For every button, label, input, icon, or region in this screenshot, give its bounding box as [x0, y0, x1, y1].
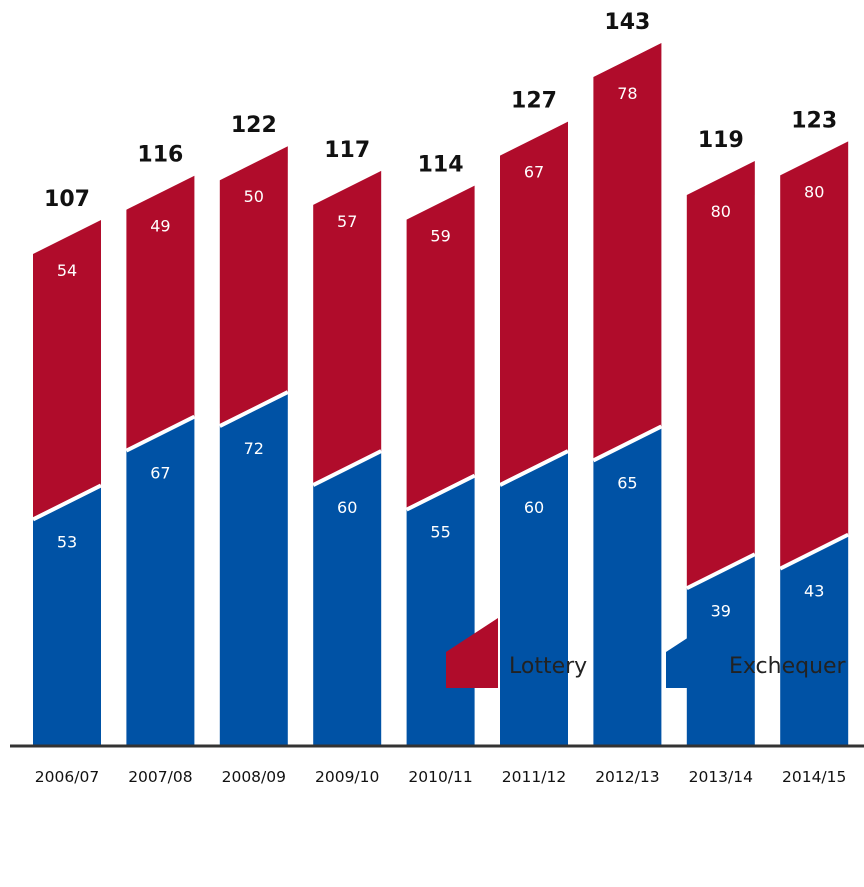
bar-segment-lottery	[593, 43, 662, 461]
legend-item-exchequer: Exchequer	[666, 618, 847, 688]
x-tick-label: 2013/14	[689, 768, 753, 786]
total-label: 127	[511, 89, 557, 114]
x-tick-label: 2011/12	[502, 768, 566, 786]
segment-divider	[125, 414, 196, 453]
legend-swatch-lottery	[446, 618, 498, 688]
segment-divider	[499, 449, 569, 487]
data-label-lottery: 57	[337, 212, 357, 231]
data-label-exchequer: 60	[337, 498, 357, 517]
bar-segment-exchequer	[780, 534, 849, 746]
segment-divider	[405, 473, 476, 512]
total-label: 143	[604, 10, 650, 35]
bar-segment-exchequer	[593, 426, 662, 746]
legend-label-lottery: Lottery	[509, 654, 587, 679]
data-label-lottery: 80	[804, 182, 824, 201]
data-label-lottery: 78	[617, 84, 637, 103]
data-label-exchequer: 55	[430, 523, 450, 542]
legend: Lottery Exchequer	[446, 618, 847, 688]
x-tick-label: 2009/10	[315, 768, 379, 786]
data-label-exchequer: 72	[244, 439, 264, 458]
bar-segment-lottery	[686, 160, 755, 589]
total-labels-group: 107 116 122 117 114 127 143 119 123	[44, 10, 837, 212]
x-axis-ticks-group: 2006/07 2007/08 2008/09 2009/10 2010/11 2011/…	[35, 768, 847, 786]
data-label-exchequer: 60	[524, 498, 544, 517]
data-label-lottery: 80	[711, 202, 731, 221]
data-label-lottery: 67	[524, 163, 544, 182]
data-label-lottery: 54	[57, 261, 77, 280]
x-tick-label: 2010/11	[408, 768, 472, 786]
legend-swatch-exchequer	[666, 618, 718, 688]
segment-divider	[779, 532, 850, 571]
legend-label-exchequer: Exchequer	[729, 654, 847, 679]
data-label-lottery: 50	[244, 187, 264, 206]
bars-group: 54 53 49 67 50 72 57 60 59 55 67 60 78 65 80 39 80 43	[32, 43, 850, 746]
x-tick-label: 2008/09	[222, 768, 286, 786]
bar-segment-exchequer	[406, 475, 475, 746]
data-label-lottery: 59	[430, 227, 450, 246]
legend-item-lottery: Lottery	[446, 618, 587, 688]
total-label: 123	[791, 108, 837, 133]
bar-segment-exchequer	[500, 451, 568, 746]
total-label: 119	[698, 128, 744, 153]
segment-divider	[685, 552, 756, 591]
bar-segment-exchequer	[33, 485, 101, 746]
x-tick-label: 2014/15	[782, 768, 846, 786]
x-tick-label: 2012/13	[595, 768, 659, 786]
data-label-exchequer: 43	[804, 582, 824, 601]
data-label-lottery: 49	[150, 217, 170, 236]
data-label-exchequer: 67	[150, 464, 170, 483]
data-label-exchequer: 53	[57, 532, 77, 551]
bar-segment-lottery	[219, 146, 288, 427]
total-label: 107	[44, 187, 90, 212]
total-label: 117	[324, 138, 370, 163]
bar-segment-lottery	[33, 219, 101, 520]
bar-segment-exchequer	[126, 416, 195, 746]
bar-segment-lottery	[126, 175, 195, 451]
data-label-exchequer: 39	[711, 601, 731, 620]
bar-segment-lottery	[406, 185, 475, 510]
segment-divider	[592, 424, 663, 463]
bar-segment-lottery	[500, 121, 568, 486]
x-tick-label: 2007/08	[128, 768, 192, 786]
segment-divider	[312, 449, 383, 487]
segment-divider	[32, 483, 102, 522]
bar-segment-exchequer	[313, 451, 382, 746]
bar-segment-lottery	[313, 170, 382, 486]
bar-segment-exchequer	[686, 554, 755, 746]
bar-segment-lottery	[780, 141, 849, 569]
data-label-exchequer: 65	[617, 473, 637, 492]
total-label: 116	[137, 143, 183, 168]
segment-divider	[218, 390, 289, 428]
total-label: 122	[231, 113, 277, 138]
total-label: 114	[418, 153, 464, 178]
bar-segment-exchequer	[219, 392, 288, 746]
x-tick-label: 2006/07	[35, 768, 99, 786]
